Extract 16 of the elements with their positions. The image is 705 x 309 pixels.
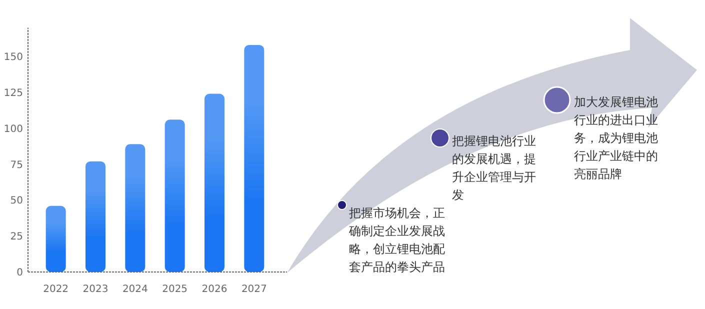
x-tick-label: 2026 [202, 284, 228, 295]
x-tick-label: 2027 [241, 284, 267, 295]
text: 把握锂电池行业的发展机遇，提升企业管理与开发 [452, 134, 536, 202]
x-tick-label: 2025 [162, 284, 188, 295]
y-tick-label: 0 [16, 268, 23, 279]
y-tick-label: 75 [10, 160, 23, 171]
y-tick-label: 50 [10, 196, 23, 207]
y-tick-label: 125 [4, 88, 23, 99]
text: 加大发展锂电池行业的进出口业务，成为锂电池行业产业链中的亮丽品牌 [574, 95, 658, 181]
x-tick-label: 2023 [82, 284, 108, 295]
y-tick-label: 25 [10, 232, 23, 243]
text: 把握市场机会，正确制定企业发展战略，创立锂电池配套产品的拳头产品 [348, 206, 445, 274]
x-tick-label: 2024 [122, 284, 148, 295]
y-tick-label: 100 [4, 124, 23, 135]
y-tick-label: 150 [4, 52, 23, 64]
x-tick-label: 2022 [43, 284, 69, 295]
